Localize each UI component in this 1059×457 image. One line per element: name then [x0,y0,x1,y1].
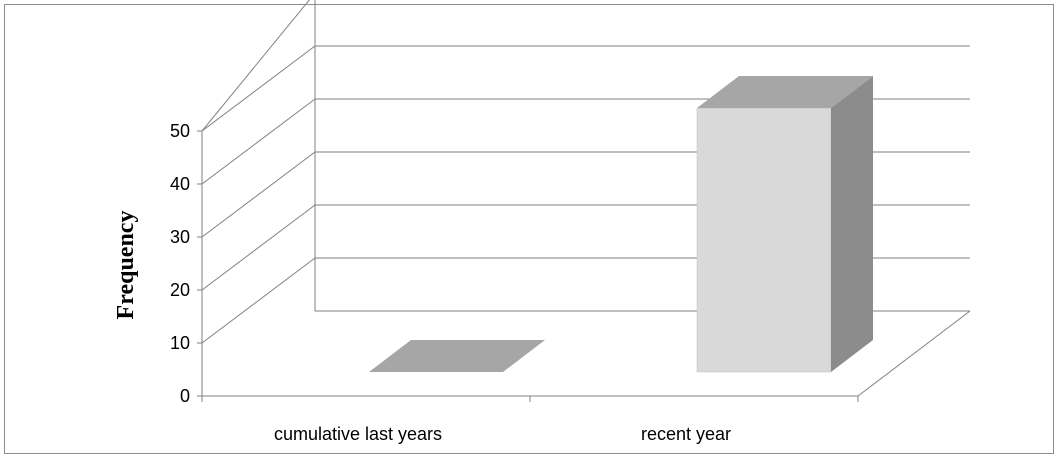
y-tick-label: 50 [170,121,190,141]
gridline-diagonal [201,151,316,238]
y-tick-label: 0 [180,386,190,406]
gridline-diagonal [201,0,310,132]
bar-2 [696,76,873,373]
bar-1 [369,340,545,372]
y-tick-label: 10 [170,333,190,353]
bar-front-face [696,107,832,373]
y-tick-label: 30 [170,227,190,247]
gridline-diagonal [201,45,316,132]
bars [369,76,873,373]
axes [197,0,971,402]
gridline-diagonal [201,98,316,185]
y-tick-label: 40 [170,174,190,194]
gridline-diagonal [201,257,316,344]
floor-right-edge [857,310,971,397]
bar-top-face [697,76,873,108]
labels: 0 10 20 30 40 50 cumulative last years recent y… [170,121,731,444]
x-category-label: cumulative last years [274,424,442,444]
bar-side-face [831,76,873,372]
bar-top-face [369,340,545,372]
y-tick-label: 20 [170,280,190,300]
gridline-diagonal [201,204,316,291]
y-axis-label: Frequency [113,211,139,320]
x-category-label: recent year [641,424,731,444]
chart-frame [4,4,1054,454]
